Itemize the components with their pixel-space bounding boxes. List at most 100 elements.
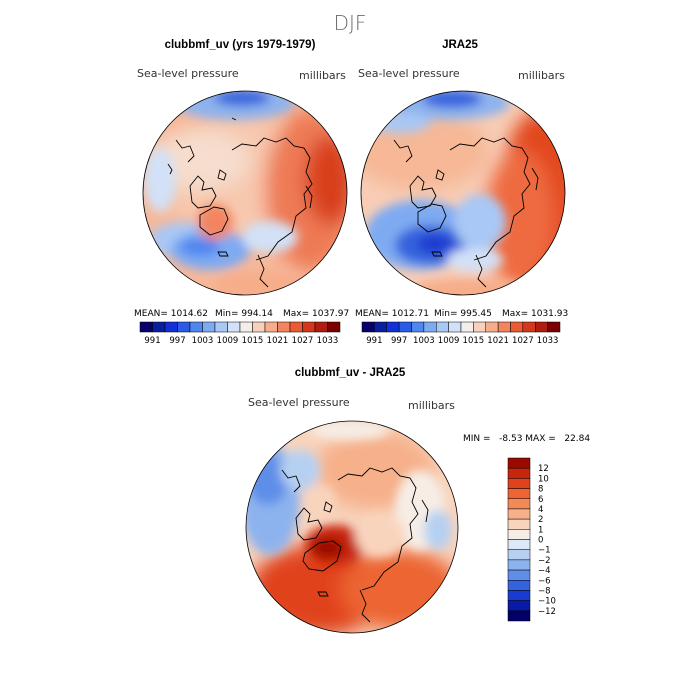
units-label-model: millibars [299, 69, 346, 82]
colorbar-model-swatch-0 [139, 321, 153, 333]
colorbar-obs-tick-label: 991 [366, 336, 382, 346]
minmax-stat-diff: MIN = -8.53 MAX = 22.84 [463, 434, 590, 444]
colorbar-diff-swatch-2 [507, 478, 531, 489]
colorbar-diff-swatch-15 [507, 610, 531, 622]
colorbar-model-swatch-11 [277, 321, 291, 333]
colorbar-diff-tick-label: 10 [538, 474, 549, 484]
variable-label-model: Sea-level pressure [137, 67, 239, 80]
colorbar-model-swatch-9 [252, 321, 266, 333]
colorbar-model-swatch-13 [302, 321, 316, 333]
mean-stat-model: MEAN= 1014.62 [134, 309, 208, 319]
panel-title-diff: clubbmf_uv - JRA25 [295, 367, 406, 379]
colorbar-model-swatch-14 [314, 321, 328, 333]
colorbar-diff-tick-label: 1 [538, 525, 543, 535]
colorbar-obs-swatch-7 [448, 321, 462, 333]
colorbar-diff-tick-label: −12 [538, 607, 556, 617]
colorbar-obs-tick-label: 1027 [512, 336, 534, 346]
min-stat-obs: Min= 995.45 [434, 309, 492, 319]
colorbar-obs-tick-label: 1033 [537, 336, 559, 346]
colorbar-obs-swatch-5 [423, 321, 437, 333]
colorbar-diff-tick-label: 6 [538, 495, 543, 505]
colorbar-diff-tick-label: −10 [538, 597, 556, 607]
colorbar-obs-swatch-2 [386, 321, 400, 333]
colorbar-diff-tick-label: 2 [538, 515, 543, 525]
colorbar-obs: 991 997 1003 1009 1015 1021 1027 1033 [361, 321, 561, 346]
colorbar-diff-swatch-3 [507, 488, 531, 499]
colorbar-obs-swatch-8 [460, 321, 474, 333]
colorbar-diff-swatch-8 [507, 539, 531, 550]
colorbar-model-swatch-12 [289, 321, 303, 333]
colorbar-diff-tick-label: −4 [538, 566, 551, 576]
colorbar-model-swatch-5 [202, 321, 216, 333]
panel-model: clubbmf_uv (yrs 1979-1979) Sea-level pre… [134, 39, 349, 346]
colorbar-model-tick-label: 1027 [292, 336, 314, 346]
colorbar-obs-tick-label: 1021 [487, 336, 509, 346]
polar-map-obs [361, 91, 565, 295]
colorbar-obs-tick-label: 997 [391, 336, 407, 346]
colorbar-diff-tick-label: 4 [538, 505, 543, 515]
colorbar-diff-swatch-7 [507, 529, 531, 540]
panel-title-model: clubbmf_uv (yrs 1979-1979) [165, 39, 316, 51]
colorbar-obs-swatch-11 [497, 321, 511, 333]
colorbar-obs-swatch-4 [411, 321, 425, 333]
colorbar-model-tick-label: 1009 [217, 336, 239, 346]
colorbar-model-swatch-15 [327, 321, 341, 333]
colorbar-diff-tick-label: 8 [538, 485, 543, 495]
panel-title-obs: JRA25 [442, 39, 478, 51]
colorbar-obs-tick-label: 1003 [413, 336, 435, 346]
panel-obs: JRA25 Sea-level pressure millibars [355, 39, 568, 346]
colorbar-model-swatch-6 [214, 321, 228, 333]
colorbar-model-swatch-10 [264, 321, 278, 333]
colorbar-model-tick-label: 1021 [267, 336, 289, 346]
colorbar-diff-swatch-10 [507, 559, 531, 571]
colorbar-model-swatch-2 [164, 321, 178, 333]
colorbar-diff-swatch-9 [507, 549, 531, 561]
colorbar-obs-swatch-14 [535, 321, 548, 333]
colorbar-model-swatch-4 [189, 321, 203, 333]
colorbar-obs-swatch-13 [522, 321, 536, 333]
season-title: DJF [334, 11, 367, 35]
colorbar-model-swatch-3 [177, 321, 191, 333]
colorbar-obs-swatch-10 [485, 321, 499, 333]
colorbar-diff-swatch-5 [507, 508, 531, 520]
colorbar-obs-swatch-1 [374, 321, 387, 333]
colorbar-diff-swatch-13 [507, 590, 531, 601]
min-stat-model: Min= 994.14 [215, 309, 273, 319]
colorbar-obs-tick-label: 1009 [438, 336, 460, 346]
colorbar-diff-tick-label: −1 [538, 546, 551, 556]
colorbar-model-tick-label: 1033 [317, 336, 339, 346]
colorbar-diff-tick-label: 0 [538, 536, 543, 546]
colorbar-diff-tick-label: 12 [538, 464, 549, 474]
colorbar-diff-swatch-1 [507, 467, 531, 479]
max-stat-obs: Max= 1031.93 [502, 309, 568, 319]
colorbar-model-swatch-1 [152, 321, 166, 333]
colorbar-model-swatch-7 [227, 321, 241, 333]
colorbar-obs-swatch-15 [547, 321, 561, 333]
colorbar-diff-tick-label: −8 [538, 586, 551, 596]
colorbar-model-tick-label: 997 [169, 336, 185, 346]
colorbar-model-tick-label: 1015 [242, 336, 264, 346]
colorbar-diff-tick-label: −6 [538, 576, 551, 586]
colorbar-obs-swatch-3 [398, 321, 412, 333]
variable-label-diff: Sea-level pressure [248, 396, 350, 409]
colorbar-diff-swatch-0 [507, 457, 531, 469]
mean-stat-obs: MEAN= 1012.71 [355, 309, 429, 319]
colorbar-obs-swatch-0 [361, 321, 375, 333]
colorbar-diff-swatch-6 [507, 518, 531, 530]
polar-map-outline-obs [360, 90, 566, 296]
colorbar-model-tick-label: 991 [144, 336, 160, 346]
polar-map-outline-diff [245, 420, 459, 634]
colorbar-diff-tick-label: −2 [538, 556, 551, 566]
colorbar-obs-tick-label: 1015 [463, 336, 485, 346]
variable-label-obs: Sea-level pressure [358, 67, 460, 80]
colorbar-model: 991 997 1003 1009 1015 1021 1027 1033 [139, 321, 341, 346]
polar-map-outline-model [142, 90, 348, 296]
colorbar-diff-swatch-14 [507, 600, 531, 612]
colorbar-model-swatch-8 [239, 321, 253, 333]
units-label-obs: millibars [518, 69, 565, 82]
colorbar-obs-swatch-9 [473, 321, 486, 333]
colorbar-diff-swatch-11 [507, 569, 531, 581]
max-stat-model: Max= 1037.97 [283, 309, 349, 319]
